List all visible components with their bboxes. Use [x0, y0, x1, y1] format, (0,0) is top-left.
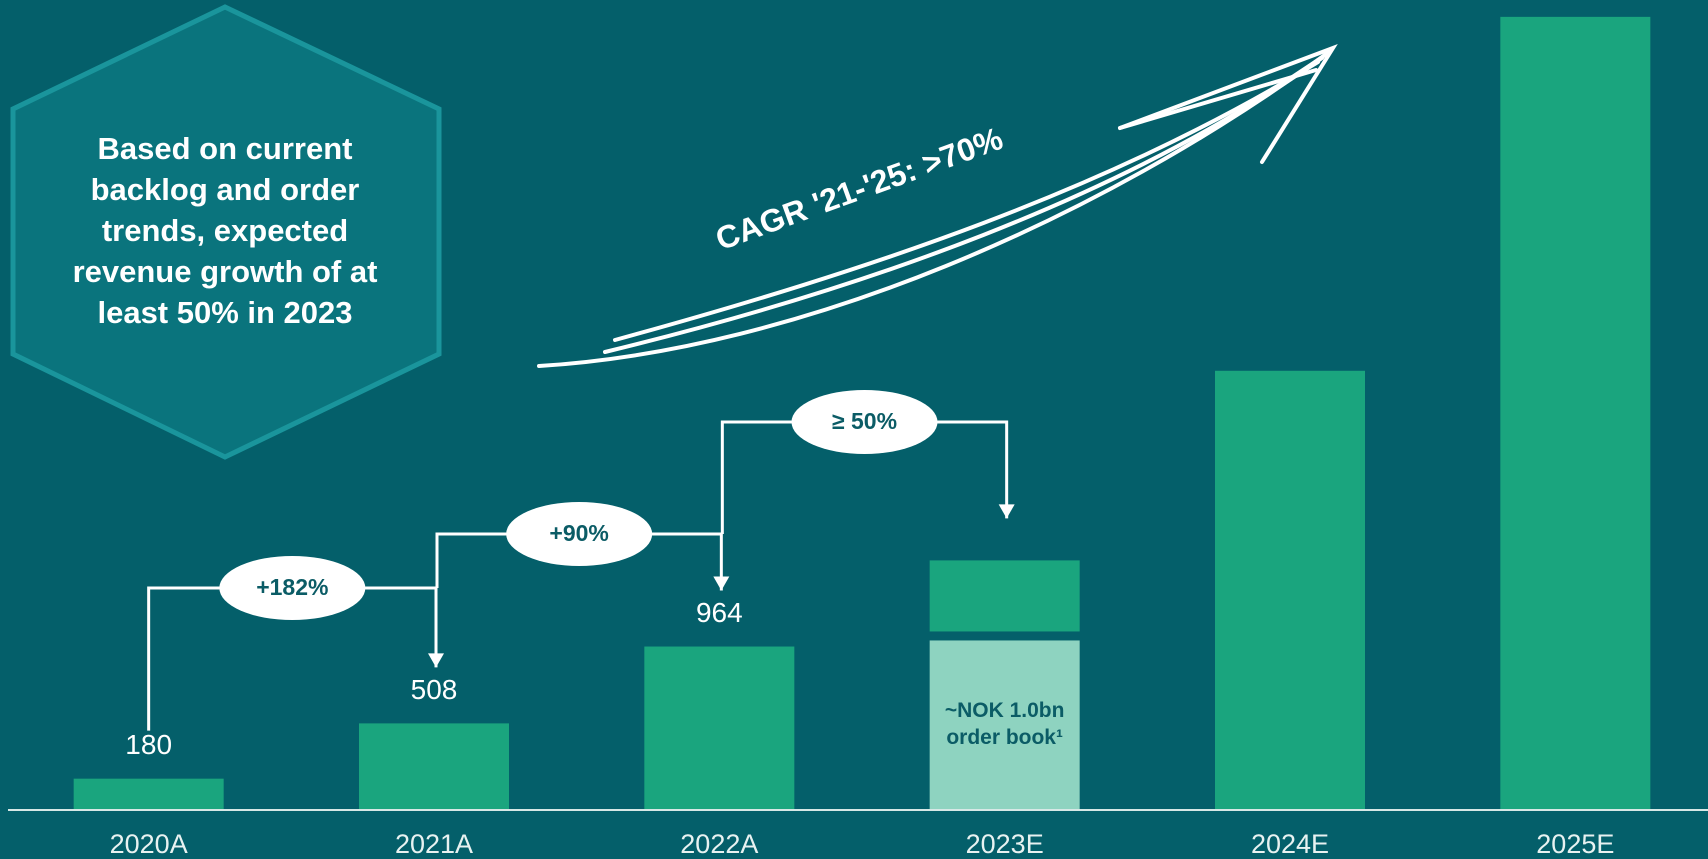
growth-badge: [219, 556, 366, 620]
callout-hexagon: [10, 4, 442, 460]
bar: [359, 723, 509, 809]
x-tick-label: 2025E: [1536, 829, 1614, 859]
bar: [73, 778, 224, 809]
growth-label: +90%: [549, 520, 608, 546]
growth-label: +182%: [256, 574, 328, 600]
growth-badge: [791, 390, 938, 454]
data-label: 508: [411, 674, 458, 705]
growth-badge: [506, 502, 653, 566]
x-tick-label: 2020A: [110, 829, 188, 859]
bar: [929, 560, 1080, 632]
growth-label: ≥ 50%: [832, 408, 897, 434]
growth-arrowhead: [428, 653, 444, 668]
growth-arrowhead: [713, 576, 730, 591]
callout-text: Based on current backlog and order trend…: [72, 131, 378, 330]
trend-arrow: [537, 44, 1338, 368]
bar: [929, 640, 1080, 809]
x-tick-label: 2023E: [966, 829, 1044, 859]
growth-arrowhead: [998, 504, 1015, 519]
segment-label: ~NOK 1.0bn order book¹: [944, 698, 1065, 749]
bar: [1500, 16, 1651, 809]
x-tick-label: 2021A: [395, 829, 473, 859]
x-tick-label: 2022A: [680, 829, 758, 859]
x-tick-label: 2024E: [1251, 829, 1329, 859]
data-label: 180: [125, 729, 172, 760]
bar: [1215, 370, 1365, 809]
bar: [644, 646, 795, 809]
data-label: 964: [696, 597, 743, 628]
trend-label: CAGR '21-'25: >70%: [711, 120, 1008, 257]
